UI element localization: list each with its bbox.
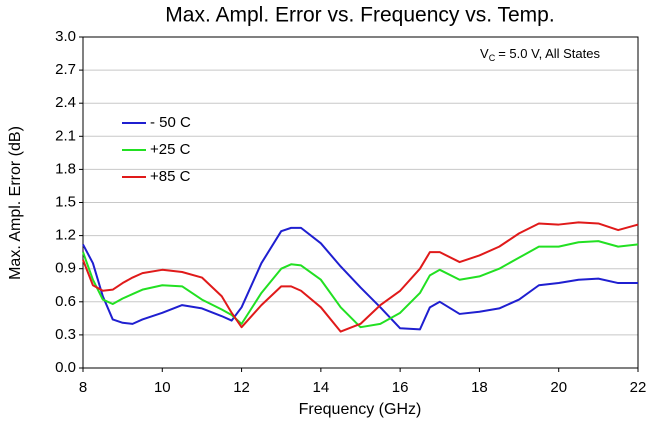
y-tick-label: 1.8 bbox=[55, 160, 76, 177]
x-axis-label: Frequency (GHz) bbox=[299, 401, 422, 418]
legend-label: +85 C bbox=[150, 168, 191, 185]
annotation-rest: = 5.0 V, All States bbox=[498, 46, 600, 61]
y-tick-label: 1.2 bbox=[55, 227, 76, 244]
x-tick-label: 20 bbox=[550, 379, 567, 396]
chart-title: Max. Ampl. Error vs. Frequency vs. Temp. bbox=[165, 4, 554, 27]
y-tick-label: 2.4 bbox=[55, 94, 76, 111]
y-tick-label: 0.6 bbox=[55, 293, 76, 310]
annotation-sub: C bbox=[489, 53, 496, 63]
x-tick-label: 8 bbox=[79, 379, 87, 396]
series-line bbox=[82, 240, 639, 329]
annotation-main: V bbox=[480, 46, 489, 61]
y-tick-label: 3.0 bbox=[55, 28, 76, 45]
y-axis-label: Max. Ampl. Error (dB) bbox=[7, 126, 24, 280]
y-tick-label: 1.5 bbox=[55, 193, 76, 210]
x-tick-label: 22 bbox=[630, 379, 647, 396]
x-tick-label: 12 bbox=[233, 379, 250, 396]
y-tick-label: 0.9 bbox=[55, 260, 76, 277]
x-tick-label: 16 bbox=[392, 379, 409, 396]
plot-frame bbox=[82, 36, 639, 369]
y-tick-label: 2.7 bbox=[55, 61, 76, 78]
y-tick-label: 0.3 bbox=[55, 326, 76, 343]
series-line bbox=[82, 221, 639, 333]
x-tick-label: 14 bbox=[313, 379, 330, 396]
y-tick-label: 2.1 bbox=[55, 127, 76, 144]
series-line bbox=[82, 226, 638, 331]
x-tick-label: 18 bbox=[471, 379, 488, 396]
legend-label: +25 C bbox=[150, 141, 191, 158]
y-tick-label: 0.0 bbox=[55, 359, 76, 376]
annotation: VC = 5.0 V, All States bbox=[480, 46, 600, 63]
x-tick-label: 10 bbox=[154, 379, 171, 396]
legend-label: - 50 C bbox=[150, 114, 191, 131]
